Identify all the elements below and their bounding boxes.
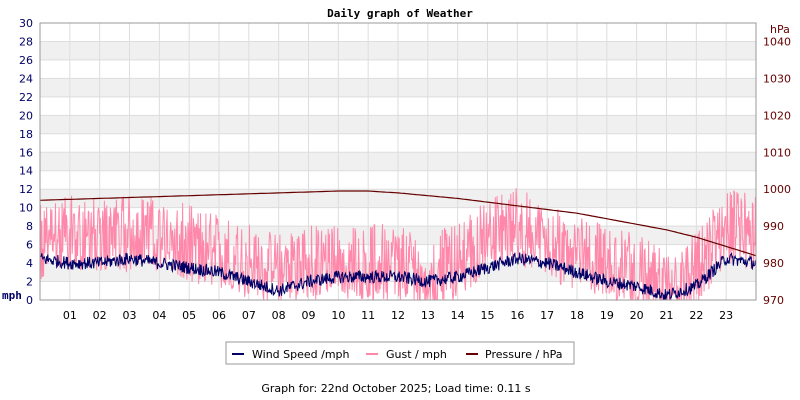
left-tick-label: 24 (19, 72, 33, 85)
legend-box (225, 341, 575, 365)
footer-text: Graph for: 22nd October 2025; Load time:… (261, 382, 530, 395)
x-tick-label: 18 (570, 309, 584, 322)
left-tick-label: 10 (19, 202, 33, 215)
x-tick-label: 04 (152, 309, 166, 322)
x-tick-label: 17 (540, 309, 554, 322)
left-tick-label: 12 (19, 183, 33, 196)
x-tick-label: 06 (212, 309, 226, 322)
x-tick-label: 01 (63, 309, 77, 322)
x-tick-label: 19 (600, 309, 614, 322)
x-tick-label: 11 (361, 309, 375, 322)
series-pressure-line (39, 190, 757, 257)
legend-label-pressure: Pressure / hPa (485, 348, 563, 361)
left-tick-label: 0 (26, 294, 33, 307)
left-tick-label: 4 (26, 257, 33, 270)
x-tick-label: 14 (451, 309, 465, 322)
x-tick-label: 13 (421, 309, 435, 322)
series-wind-line (39, 252, 757, 301)
left-tick-label: 8 (26, 220, 33, 233)
left-tick-label: 2 (26, 276, 33, 289)
x-tick-label: 05 (182, 309, 196, 322)
legend-label-gust: Gust / mph (386, 348, 447, 361)
right-tick-label: 1040 (763, 35, 791, 48)
left-tick-label: 14 (19, 165, 33, 178)
x-tick-label: 15 (481, 309, 495, 322)
x-tick-label: 09 (302, 309, 316, 322)
x-tick-label: 22 (689, 309, 703, 322)
x-tick-label: 02 (93, 309, 107, 322)
x-tick-label: 08 (272, 309, 286, 322)
x-tick-label: 10 (331, 309, 345, 322)
right-tick-label: 1000 (763, 183, 791, 196)
left-tick-label: 28 (19, 35, 33, 48)
chart-title: Daily graph of Weather (327, 7, 473, 20)
right-axis-ticks: 970 980 990 1000 1010 1020 1030 1040 (763, 35, 791, 307)
left-tick-label: 18 (19, 128, 33, 141)
left-tick-label: 30 (19, 17, 33, 30)
x-tick-label: 21 (660, 309, 674, 322)
x-tick-label: 12 (391, 309, 405, 322)
right-tick-label: 970 (763, 294, 784, 307)
x-tick-label: 07 (242, 309, 256, 322)
left-tick-label: 20 (19, 109, 33, 122)
left-tick-label: 26 (19, 54, 33, 67)
x-tick-label: 20 (630, 309, 644, 322)
legend-label-wind: Wind Speed /mph (252, 348, 350, 361)
x-tick-label: 23 (719, 309, 733, 322)
left-tick-label: 22 (19, 91, 33, 104)
right-tick-label: 1030 (763, 72, 791, 85)
right-axis-unit: hPa (770, 23, 790, 36)
left-axis-unit: mph (2, 289, 22, 302)
right-tick-label: 1010 (763, 146, 791, 159)
left-tick-label: 16 (19, 146, 33, 159)
x-tick-label: 16 (510, 309, 524, 322)
right-tick-label: 990 (763, 220, 784, 233)
x-tick-label: 03 (123, 309, 137, 322)
right-tick-label: 980 (763, 257, 784, 270)
x-axis-ticks: 01 02 03 04 05 06 07 08 09 10 11 12 13 14 15 16 17 18 19 20… (63, 309, 733, 322)
legend: Wind Speed /mph Gust / mph Pressure / hP… (225, 341, 575, 365)
plot-border (39, 22, 757, 301)
right-tick-label: 1020 (763, 109, 791, 122)
left-tick-label: 6 (26, 239, 33, 252)
